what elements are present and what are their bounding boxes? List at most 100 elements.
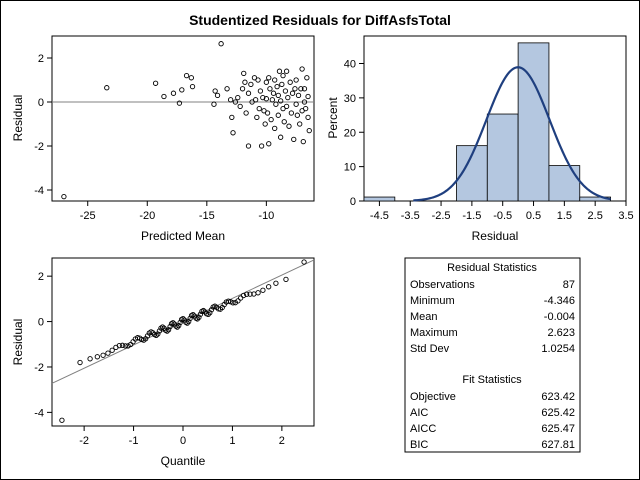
residual-point [104,85,110,91]
chart_data.0-x-tick-label: -20 [139,210,155,222]
residual-point [279,81,285,88]
residual-point [293,77,299,83]
stat-label: Maximum [410,327,458,339]
residual-point [211,101,217,107]
qq-point [240,292,247,299]
qq-point [266,284,272,290]
x-axis-label: Residual [472,229,519,243]
residual-point [257,88,264,94]
qq-point [237,295,244,301]
qq-point [87,356,93,362]
qq-point [170,320,176,326]
residual-point [281,119,287,125]
residual-point [283,103,290,110]
residual-point [188,75,194,81]
qq-point [109,347,115,353]
residual-point [245,143,252,149]
residual-vs-predicted-panel: -25 -20 -15 -10 -4-202 Predicted Mean Resid… [11,35,315,243]
y-axis-label: Residual [11,319,25,366]
qq-point [176,323,182,329]
qq-point [165,327,172,333]
figure-title: Studentized Residuals for DiffAsfsTotal [189,12,451,28]
residual-point [260,94,266,101]
qq-point [283,276,289,283]
qq-point [196,314,202,321]
chart_data.1-x-tick-label: -0.5 [493,210,512,222]
residual-point [272,77,278,83]
stat-value: 627.81 [541,439,575,451]
residual-point [289,90,296,96]
chart_data.2-x-tick-label: -2 [79,435,89,447]
residual-point [278,134,284,140]
residual-point [295,92,302,99]
qq-point [59,417,65,423]
residual-point [294,112,300,118]
residual-point [278,98,284,104]
residual-point [218,41,224,47]
chart_data.1-x-tick-label: -1.5 [462,210,481,222]
stat-label: Objective [410,391,456,403]
residual-point [258,143,265,149]
residual-point [288,110,295,116]
y-axis-label: Residual [11,95,25,142]
stat-value: -4.346 [544,295,575,307]
qq-point [260,287,266,293]
qq-point [105,350,111,356]
qq-point [134,335,141,341]
qq-point [77,359,83,366]
qq-point [273,280,279,286]
qq-point [177,319,183,326]
residual-histogram-panel: -4.5 -3.5 -2.5 -1.5 -0.5 0.5 1.5 2.5 3.5 0 10 20 30… [326,35,634,243]
stat-value: 87 [563,279,575,291]
stat-label: Mean [410,311,438,323]
qq-point [174,324,180,330]
residual-point [270,90,277,96]
residual-point [304,75,310,81]
residual-point [301,99,308,105]
chart_data.2-y-tick-label: 2 [38,271,44,283]
residual-point [176,100,183,106]
histogram-bar [517,42,550,202]
qq-point [208,307,215,313]
stat-value: 623.42 [541,391,575,403]
histogram-bar [548,165,581,202]
residual-point [285,94,291,101]
chart_data.1-x-tick-label: -4.5 [370,210,389,222]
statistics-table: Residual Statistics Observations 87 Minimu… [404,257,581,453]
stat-label: Observations [410,279,475,291]
residual-point [293,101,299,107]
chart_data.0-x-tick-label: -10 [258,210,274,222]
x-axis-label: Predicted Mean [141,229,225,243]
qq-point [230,300,236,306]
stat-label: AICC [410,423,436,435]
normal-density-curve [413,66,611,202]
stat-label: Minimum [410,295,455,307]
chart_data.1-y-tick-label: 0 [350,196,356,208]
stat-value: 625.47 [541,423,575,435]
chart_data.2-x-tick-label: -1 [129,435,139,447]
stat-label: BIC [410,439,428,451]
qq-point [94,354,100,360]
residual-point [179,87,185,93]
chart_data.2-x-tick-label: 1 [229,435,235,447]
stat-value: 1.0254 [541,343,575,355]
qq-point [235,298,241,304]
residual-point [276,68,283,74]
qq-point [244,291,250,297]
qq-point [155,331,161,337]
qq-point [100,352,106,358]
residual-point [214,92,221,99]
residual-point [61,193,67,200]
residual-point [161,93,167,100]
chart_data.0-x-tick-label: -25 [80,210,96,222]
residual-statistics-header: Residual Statistics [447,262,537,274]
qq-point [197,311,204,317]
plot-area-frame [51,35,315,202]
residual-point [291,136,297,143]
histogram-bar [486,113,519,202]
residual-point [305,114,311,121]
qq-point [205,311,211,318]
y-axis-label: Percent [326,97,340,139]
residual-point [183,72,190,79]
residual-point [241,70,247,77]
